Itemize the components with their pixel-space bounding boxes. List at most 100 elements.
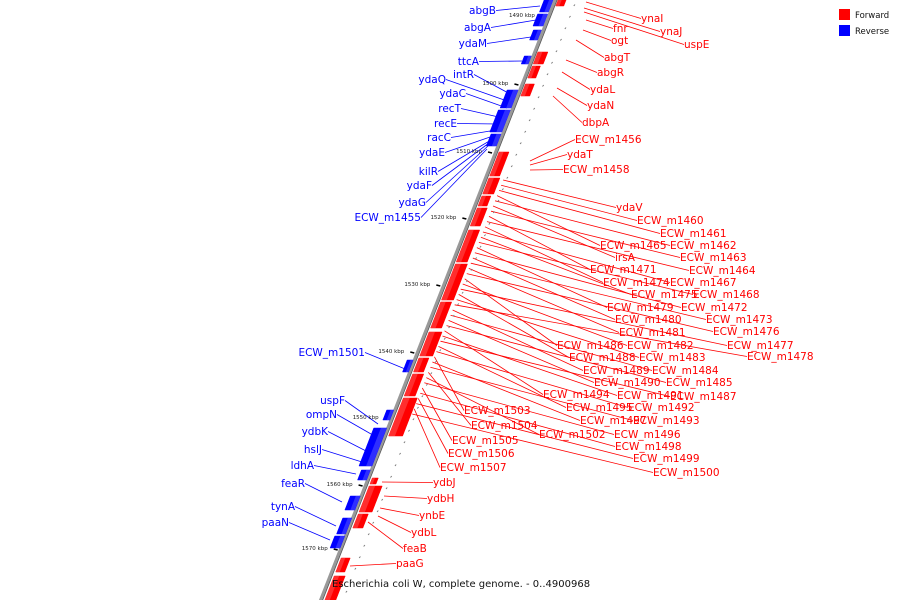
leader-line (585, 1, 642, 19)
leader-line (565, 59, 598, 73)
minor-tick (537, 96, 540, 99)
gene-label: ECW_m1464 (689, 265, 756, 277)
gene-label: intR (453, 69, 474, 81)
major-tick (333, 548, 338, 551)
minor-tick (519, 142, 522, 145)
minor-tick (483, 234, 486, 237)
reverse-gene-block-shade (506, 90, 519, 108)
reverse-gene-block (532, 13, 549, 27)
leader-line (344, 400, 379, 425)
minor-tick (542, 84, 545, 87)
leader-line (470, 262, 707, 320)
gene-label: ECW_m1486 (557, 340, 624, 352)
gene-label: ompN (306, 409, 337, 421)
minor-tick (385, 487, 388, 490)
forward-gene-block (441, 263, 468, 301)
forward-gene-block-shade (419, 332, 435, 356)
gene-label: irsA (615, 252, 636, 264)
gene-label: ECW_m1503 (464, 405, 531, 417)
leader-line (478, 242, 694, 295)
gene-label: ECW_m1455 (354, 212, 421, 224)
gene-label: ECW_m1456 (575, 134, 642, 146)
forward-gene-block-shade (404, 374, 418, 396)
forward-gene-block (477, 195, 492, 207)
forward-gene-block (469, 207, 488, 227)
gene-label: ECW_m1493 (633, 415, 700, 427)
gene-label: ECW_m1499 (633, 453, 700, 465)
gene-label: tynA (271, 501, 296, 513)
gene-label: dbpA (582, 117, 610, 129)
forward-gene-block (489, 151, 510, 177)
leader-line (288, 522, 331, 541)
forward-gene-block (520, 83, 535, 97)
leader-line (327, 431, 369, 453)
leader-line (452, 309, 584, 371)
major-tick (358, 484, 363, 487)
leader-line (450, 129, 497, 138)
gene-label: ECW_m1502 (539, 429, 606, 441)
minor-tick (399, 452, 402, 455)
minor-tick (475, 257, 478, 260)
gene-label: recT (438, 103, 461, 115)
major-tick (487, 151, 493, 154)
forward-gene-block-shade (533, 52, 543, 64)
gene-label: abgA (464, 22, 492, 34)
gene-label: ydaF (407, 180, 432, 192)
leader-line (450, 314, 653, 371)
gene-label: ECW_m1472 (681, 302, 748, 314)
leader-line (440, 340, 671, 397)
major-tick (462, 217, 467, 220)
gene-label: ydbK (302, 426, 330, 438)
gene-label: ECW_m1474 (603, 277, 670, 289)
forward-gene-block-shade (470, 208, 482, 226)
gene-label: ynaJ (660, 26, 682, 38)
leader-line (583, 7, 661, 32)
leader-line (575, 39, 605, 58)
minor-tick (363, 544, 366, 547)
minor-tick (412, 418, 415, 421)
minor-tick (394, 464, 397, 467)
leader-line (503, 179, 617, 208)
minor-tick (407, 429, 410, 432)
gene-label: ECW_m1483 (639, 352, 706, 364)
gene-label: ECW_m1487 (670, 391, 737, 403)
legend-forward-swatch (839, 9, 850, 20)
forward-gene-block-shade (489, 152, 504, 176)
minor-tick (403, 441, 406, 444)
leader-line (460, 288, 728, 346)
gene-label: ydaT (567, 149, 593, 161)
forward-gene-block (430, 301, 453, 329)
leader-line (446, 325, 667, 383)
leader-line (529, 154, 568, 166)
leader-line (488, 216, 591, 270)
gene-label: ECW_m1488 (569, 352, 636, 364)
leader-line (561, 71, 591, 90)
minor-tick (416, 406, 419, 409)
reverse-gene-block-shade (405, 360, 414, 372)
leader-line (383, 495, 428, 499)
gene-label: ECW_m1485 (666, 377, 733, 389)
gene-label: ydaV (616, 202, 643, 214)
leader-line (425, 145, 489, 203)
minor-tick (367, 533, 370, 536)
gene-label: ydbJ (433, 477, 456, 489)
forward-gene-block-shade (527, 66, 537, 78)
leader-line (583, 11, 685, 45)
minor-tick (559, 38, 562, 41)
gene-label: ECW_m1495 (566, 402, 633, 414)
reverse-gene-block (499, 89, 519, 109)
reverse-gene-block-shade (538, 14, 548, 26)
reverse-gene-block (357, 469, 371, 481)
leader-line (294, 506, 337, 527)
gene-label: ECW_m1489 (583, 365, 650, 377)
forward-gene-block (555, 0, 567, 7)
minor-tick (497, 199, 500, 202)
minor-tick (372, 521, 375, 524)
forward-gene-block-shade (324, 576, 340, 600)
forward-gene-block-shade (413, 358, 424, 372)
leader-line (466, 273, 714, 332)
gene-label: ynbE (419, 510, 445, 522)
gene-label: ECW_m1481 (619, 327, 686, 339)
